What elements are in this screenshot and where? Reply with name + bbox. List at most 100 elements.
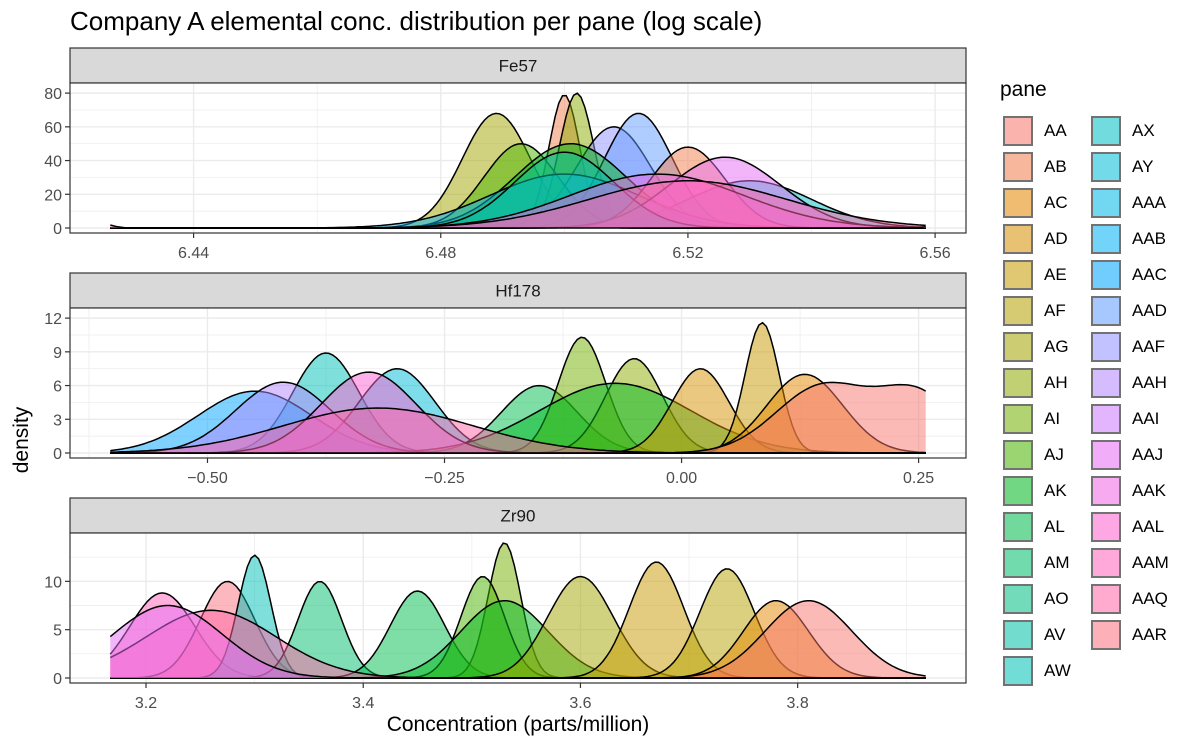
density-area-am (110, 581, 926, 678)
density-line-aa (110, 224, 926, 229)
legend-key (1003, 548, 1033, 578)
legend-item-aa: AA (1000, 114, 1095, 148)
x-tick-label: 3.6 (569, 695, 591, 712)
legend-item-aak: AAK (1088, 474, 1183, 508)
legend-item-aal: AAL (1088, 510, 1183, 544)
legend-key (1003, 620, 1033, 650)
legend-label: AAK (1132, 481, 1167, 500)
legend-key (1003, 152, 1033, 182)
x-axis-label: Concentration (parts/million) (386, 713, 650, 736)
x-tick-label: 3.4 (352, 695, 374, 712)
y-tick-label: 60 (44, 120, 62, 137)
legend-label: AJ (1044, 445, 1064, 464)
legend-label: AAJ (1132, 445, 1164, 464)
x-tick-label: 0.25 (903, 470, 934, 487)
y-axis-label-wrapper: density (4, 300, 44, 500)
legend-key (1003, 224, 1033, 254)
legend-key (1091, 440, 1121, 470)
panel-fe57: Fe57 6.44 6.48 6.52 6.56 0 20 40 60 80 (44, 47, 967, 262)
legend-item-aw: AW (1000, 654, 1095, 688)
panel-strip-label: Fe57 (499, 57, 538, 76)
legend: pane AA AB AC AD AE AF AG AH AI AJ AK AL AM AO AV AW AX A… (1000, 78, 1195, 698)
panel-border (69, 307, 967, 459)
panel-border (69, 82, 967, 234)
density-area-aaq (110, 180, 926, 228)
density-area-ae (110, 322, 926, 453)
legend-label: AD (1044, 229, 1068, 248)
legend-item-ac: AC (1000, 186, 1095, 220)
legend-item-aar: AAR (1088, 618, 1183, 652)
legend-item-aah: AAH (1088, 366, 1183, 400)
legend-key (1091, 584, 1121, 614)
legend-label: AAB (1132, 229, 1167, 248)
density-area-ak (110, 600, 926, 678)
legend-key (1091, 620, 1121, 650)
legend-label: AM (1044, 553, 1070, 572)
legend-key (1091, 188, 1121, 218)
legend-label: AY (1132, 157, 1154, 176)
legend-item-am: AM (1000, 546, 1095, 580)
legend-key (1091, 332, 1121, 362)
legend-key (1091, 548, 1121, 578)
density-area-aaq (110, 610, 926, 678)
legend-title: pane (1000, 78, 1047, 101)
density-line-aam (110, 451, 926, 454)
y-tick-label: 9 (53, 345, 62, 362)
legend-key (1003, 188, 1033, 218)
legend-label: AI (1044, 409, 1061, 428)
legend-label: AA (1044, 121, 1067, 140)
panel-strip-label: Hf178 (495, 282, 540, 301)
y-tick-label: 0 (53, 671, 62, 688)
legend-label: AAH (1132, 373, 1167, 392)
legend-item-aaa: AAA (1088, 186, 1183, 220)
legend-label: AL (1044, 517, 1065, 536)
density-area-af (110, 568, 926, 678)
x-tick-label: 6.52 (672, 245, 703, 262)
y-tick-label: 20 (44, 187, 62, 204)
legend-label: AE (1044, 265, 1067, 284)
legend-item-ak: AK (1000, 474, 1095, 508)
legend-key (1091, 296, 1121, 326)
legend-label: AAI (1132, 409, 1160, 428)
legend-label: AH (1044, 373, 1068, 392)
legend-key (1003, 332, 1033, 362)
legend-label: AV (1044, 625, 1066, 644)
legend-label: AAL (1132, 517, 1165, 536)
x-tick-label: −0.50 (187, 470, 228, 487)
legend-label: AAM (1132, 553, 1169, 572)
legend-label: AG (1044, 337, 1069, 356)
legend-key (1091, 404, 1121, 434)
legend-key (1003, 656, 1033, 686)
panel-strip (69, 47, 967, 84)
legend-label: AAR (1132, 625, 1167, 644)
legend-item-ao: AO (1000, 582, 1095, 616)
y-tick-label: 6 (53, 379, 62, 396)
legend-item-av: AV (1000, 618, 1095, 652)
legend-key (1003, 296, 1033, 326)
legend-key (1003, 116, 1033, 146)
legend-label: AX (1132, 121, 1155, 140)
legend-item-af: AF (1000, 294, 1095, 328)
density-area-aa (110, 600, 926, 678)
y-tick-label: 0 (53, 446, 62, 463)
legend-label: AAQ (1132, 589, 1168, 608)
legend-key (1003, 404, 1033, 434)
panel-strip-label: Zr90 (501, 507, 536, 526)
legend-key (1003, 584, 1033, 614)
legend-label: AO (1044, 589, 1069, 608)
legend-item-ag: AG (1000, 330, 1095, 364)
y-tick-label: 3 (53, 412, 62, 429)
y-tick-label: 80 (44, 86, 62, 103)
density-line-aaj (109, 604, 926, 679)
legend-item-al: AL (1000, 510, 1095, 544)
legend-item-aj: AJ (1000, 438, 1095, 472)
y-tick-label: 10 (44, 574, 62, 591)
x-tick-label: 6.48 (425, 245, 456, 262)
legend-item-ay: AY (1088, 150, 1183, 184)
legend-item-aad: AAD (1088, 294, 1183, 328)
legend-item-aaf: AAF (1088, 330, 1183, 364)
legend-label: AC (1044, 193, 1068, 212)
legend-key (1091, 368, 1121, 398)
panel-zr90: Zr90 3.2 3.4 3.6 3.8 0 5 10 (44, 497, 967, 712)
